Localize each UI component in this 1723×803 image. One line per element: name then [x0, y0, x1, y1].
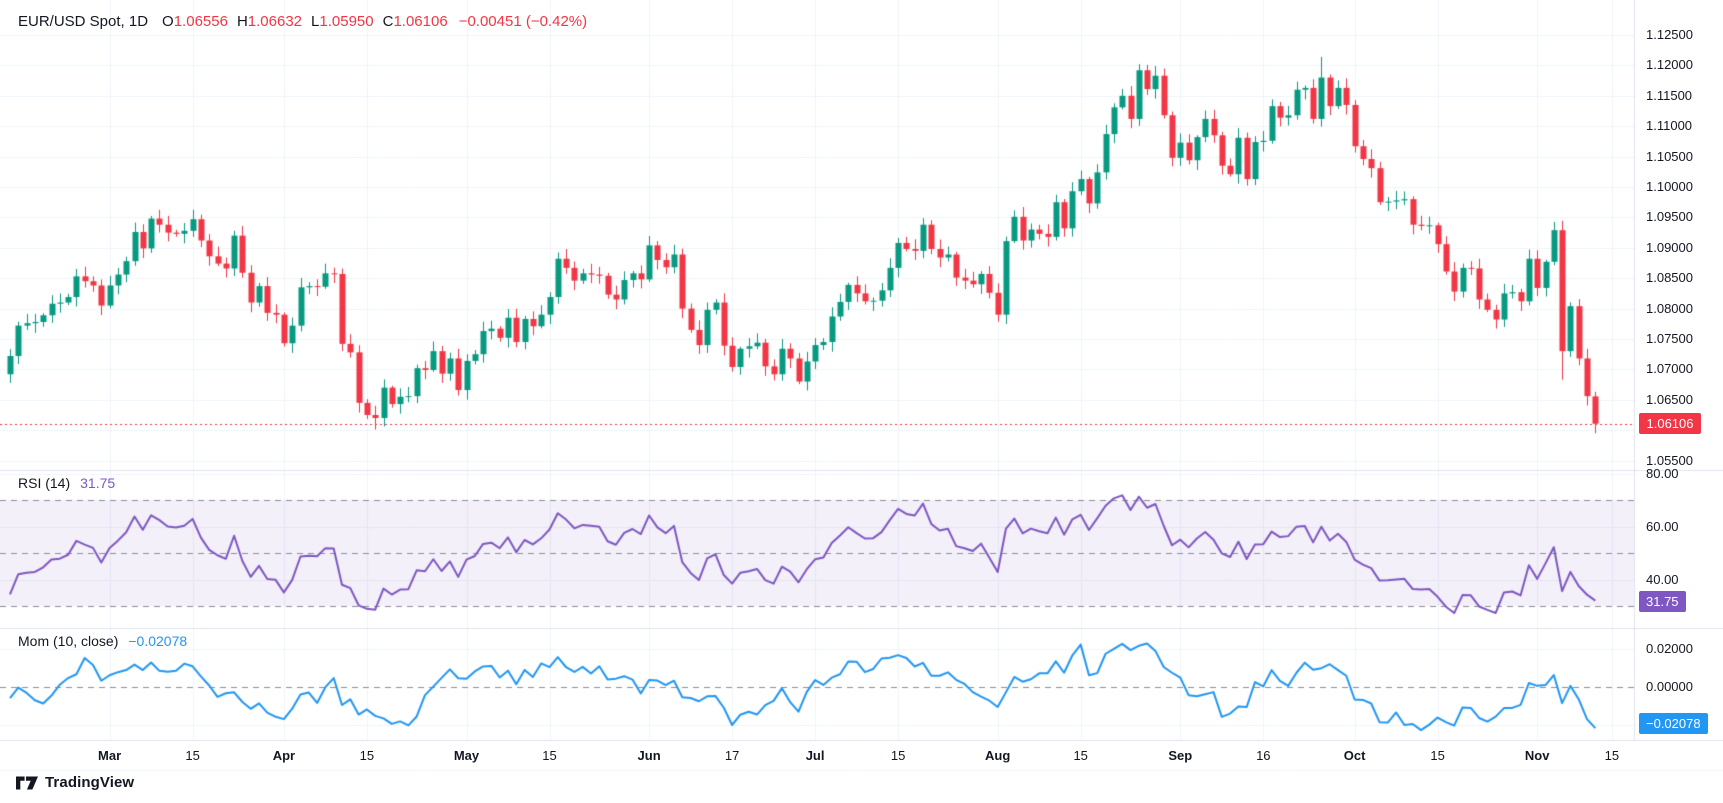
rsi-label[interactable]: RSI (14) [18, 475, 71, 491]
price-tick-label: 1.12500 [1646, 27, 1693, 42]
time-tick-label: 17 [724, 748, 740, 763]
rsi-legend: RSI (14) 31.75 [18, 475, 115, 491]
mom-label[interactable]: Mom (10, close) [18, 633, 119, 649]
price-tick-label: 1.07500 [1646, 331, 1693, 346]
symbol-legend: EUR/USD Spot, 1D O1.06556 H1.06632 L1.05950… [18, 13, 587, 30]
mom-tick-label: 0.00000 [1646, 679, 1693, 694]
ohlc-key: L [311, 13, 320, 30]
ohlc-value: 1.05950 [319, 13, 374, 30]
price-tick-label: 1.10000 [1646, 179, 1693, 194]
price-tick-label: 1.08500 [1646, 270, 1693, 286]
rsi-tick-label: 80.00 [1646, 465, 1679, 481]
time-tick-label: 15 [359, 748, 375, 763]
rsi-tick-label: 60.00 [1646, 518, 1679, 534]
price-tick-label: 1.10500 [1646, 148, 1693, 164]
time-tick-label: Sep [1168, 748, 1193, 763]
price-tick-label: 1.09000 [1646, 239, 1693, 255]
time-tick-label: Mar [98, 748, 122, 763]
time-tick-label: Jun [637, 748, 661, 763]
change-value: −0.00451 (−0.42%) [458, 13, 588, 30]
tradingview-logo-icon [16, 775, 38, 790]
time-tick-label: Aug [985, 748, 1011, 763]
last-price-badge: 1.06106 [1639, 413, 1701, 435]
rsi-tick-label: 40.00 [1646, 571, 1679, 587]
price-tick-label: 1.06500 [1646, 391, 1693, 407]
time-tick-label: 15 [1430, 748, 1445, 763]
price-tick-label: 1.09500 [1646, 209, 1693, 225]
tradingview-logo[interactable]: TradingView [16, 774, 134, 791]
time-tick-label: Jul [805, 748, 825, 763]
ohlc-value: 1.06632 [247, 13, 303, 30]
time-tick-label: 16 [1256, 748, 1271, 763]
price-tick-label: 1.08000 [1646, 300, 1693, 316]
time-tick-label: 15 [542, 748, 557, 763]
price-tick-label: 1.12000 [1646, 57, 1693, 73]
price-tick-label: 1.11000 [1646, 118, 1693, 134]
time-tick-label: Nov [1524, 748, 1550, 763]
time-tick-label: May [453, 748, 480, 763]
ohlc-value: 1.06106 [393, 13, 448, 30]
ohlc-key: C [382, 13, 394, 30]
rsi-value-badge: 31.75 [1639, 590, 1686, 612]
time-tick-label: Apr [272, 748, 296, 763]
price-tick-label: 1.05500 [1646, 452, 1693, 468]
time-tick-label: 15 [1604, 748, 1620, 763]
time-tick-label: 15 [185, 748, 200, 763]
rsi-value: 31.75 [80, 475, 116, 491]
ohlc-key: O [162, 13, 174, 30]
symbol-title[interactable]: EUR/USD Spot, 1D [18, 13, 149, 30]
mom-value-badge: −0.02078 [1639, 713, 1708, 735]
ohlc-key: H [236, 13, 248, 30]
time-tick-label: 15 [890, 748, 906, 763]
price-tick-label: 1.11500 [1646, 87, 1693, 103]
time-tick-label: Oct [1343, 748, 1366, 763]
tradingview-logo-text: TradingView [45, 774, 135, 791]
ohlc-value: 1.06556 [173, 13, 228, 30]
ohlc-values: O1.06556 H1.06632 L1.05950 C1.06106 [162, 13, 457, 30]
price-tick-label: 1.07000 [1646, 361, 1693, 377]
time-tick-label: 15 [1073, 748, 1088, 763]
mom-legend: Mom (10, close) −0.02078 [18, 633, 187, 649]
mom-tick-label: 0.02000 [1646, 641, 1693, 656]
mom-value: −0.02078 [128, 633, 188, 649]
